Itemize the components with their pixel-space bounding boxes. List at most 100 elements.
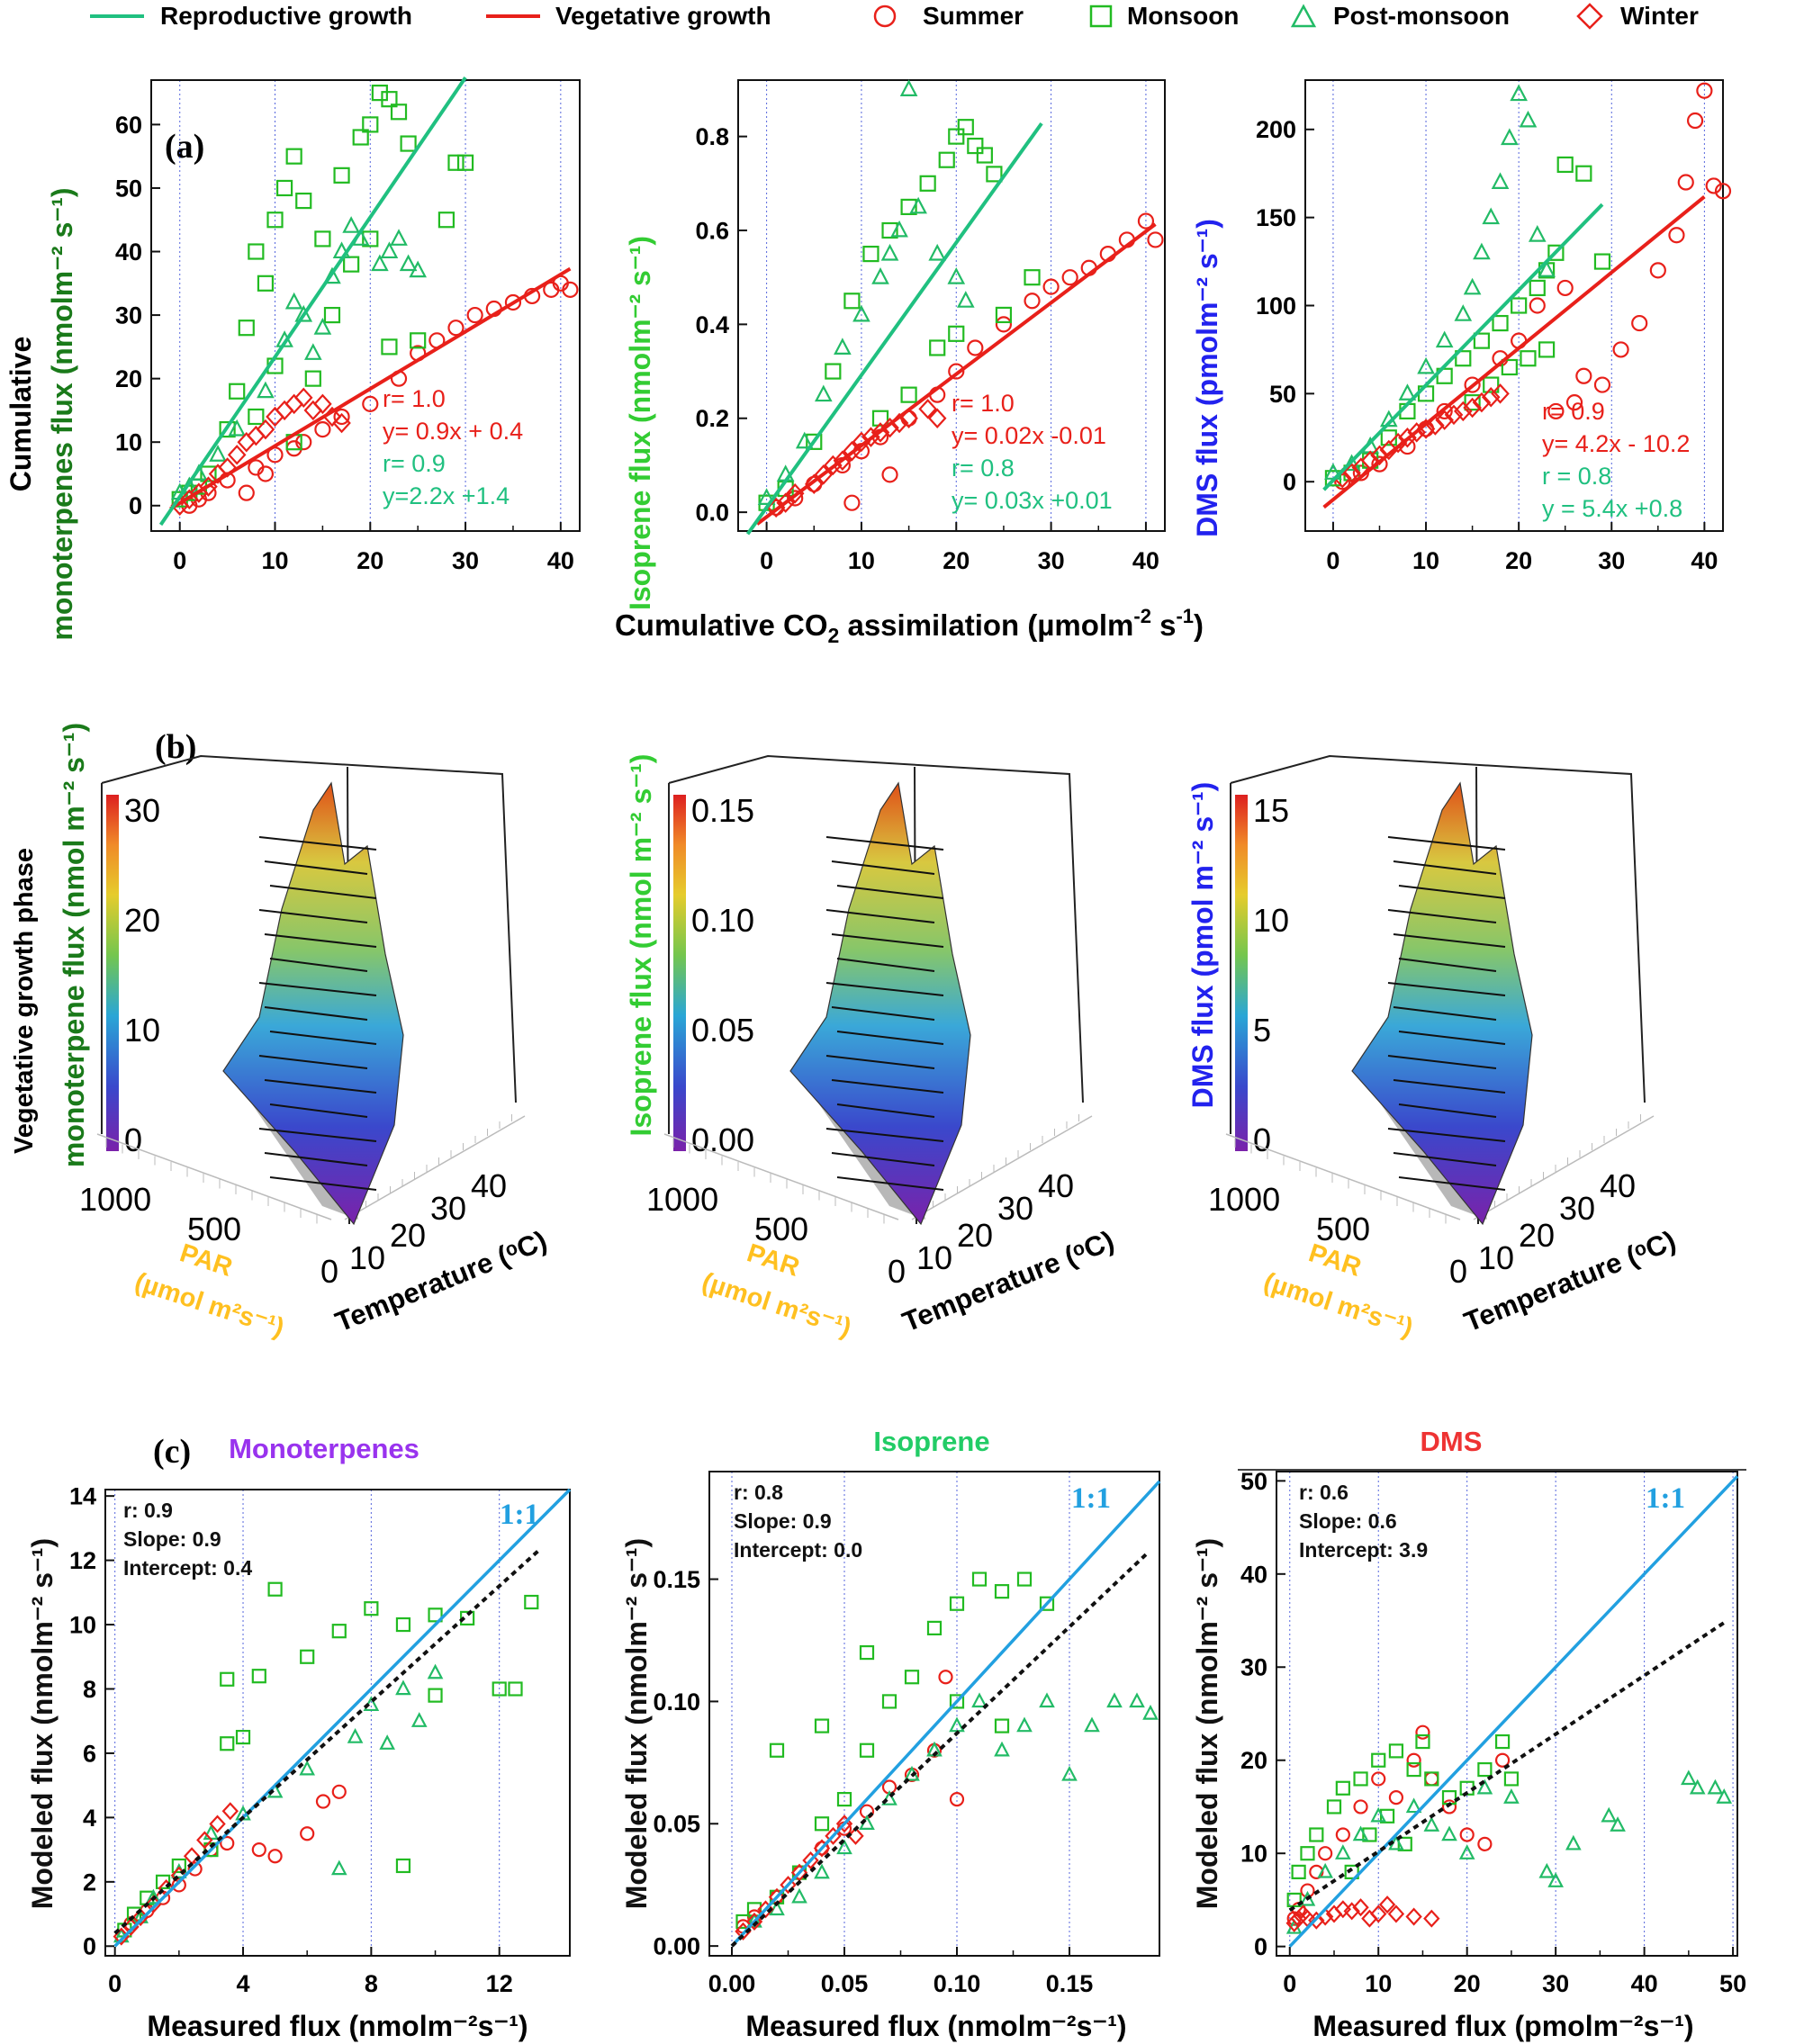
mesh-line <box>264 860 368 875</box>
data-point-winter <box>825 1826 842 1845</box>
data-point-post-monsoon <box>410 1712 428 1727</box>
colorbar-tick-label: 0.15 <box>691 792 754 829</box>
data-point-summer <box>938 1670 953 1685</box>
data-point-summer <box>1649 262 1666 279</box>
legend: Reproductive growth Vegetative growth Su… <box>90 2 1699 30</box>
data-point-post-monsoon <box>880 243 899 261</box>
surface-mesh <box>789 781 971 1226</box>
mesh-line <box>831 1152 935 1166</box>
par-tick-label: 1000 <box>1208 1181 1280 1218</box>
surface-mesh <box>1351 781 1533 1226</box>
data-point-monsoon <box>949 1596 965 1611</box>
data-point-post-monsoon <box>1370 1806 1387 1823</box>
data-point-post-monsoon <box>881 1790 897 1805</box>
mesh-line <box>836 1103 935 1118</box>
data-point-monsoon <box>1492 314 1509 332</box>
data-point-monsoon <box>735 1913 751 1930</box>
data-point-post-monsoon <box>1538 1862 1556 1878</box>
fit-line-dotted <box>113 1550 539 1935</box>
data-point-post-monsoon <box>1716 1788 1733 1804</box>
data-point-post-monsoon <box>890 220 908 238</box>
y-tick-label: 200 <box>1256 116 1296 143</box>
data-point-monsoon <box>1424 1771 1439 1787</box>
data-point-monsoon <box>814 1816 830 1832</box>
y-tick-label: 30 <box>1240 1654 1267 1681</box>
one-to-one-label: 1:1 <box>500 1499 539 1531</box>
colorbar-tick-label: 10 <box>1253 902 1289 939</box>
data-point-winter <box>221 1802 239 1821</box>
colorbar-tick-label: 0 <box>124 1121 142 1158</box>
data-point-monsoon <box>460 1610 475 1625</box>
mesh-line <box>825 836 944 851</box>
data-point-summer <box>466 306 483 324</box>
data-point-post-monsoon <box>284 292 303 310</box>
data-point-monsoon <box>995 306 1013 324</box>
data-point-monsoon <box>1455 350 1472 367</box>
plot-frame <box>737 79 1166 532</box>
data-point-monsoon <box>871 410 889 427</box>
data-point-winter <box>1405 1907 1422 1926</box>
data-point-summer <box>187 1861 203 1877</box>
y-tick-label: 40 <box>1240 1561 1267 1588</box>
data-point-post-monsoon <box>1510 84 1528 102</box>
data-point-summer <box>1529 297 1546 314</box>
data-point-summer <box>1441 1799 1457 1814</box>
fit-line-dotted <box>730 1551 1150 1948</box>
data-point-post-monsoon <box>209 445 227 462</box>
legend-triangle-icon <box>1290 4 1317 28</box>
y-tick-label: 40 <box>115 239 142 266</box>
data-point-post-monsoon <box>390 229 408 246</box>
data-point-monsoon <box>1024 269 1041 286</box>
data-point-monsoon <box>949 1694 965 1709</box>
data-point-post-monsoon <box>836 1839 852 1855</box>
ylabel-a1-text2: monoterpenes flux (nmolm⁻² s⁻¹) <box>46 187 78 640</box>
panel-label-a: (a) <box>165 128 204 166</box>
mesh-line <box>825 982 944 996</box>
mesh-line <box>1387 1055 1497 1069</box>
data-point-monsoon <box>428 1688 443 1703</box>
data-point-winter <box>209 1814 226 1833</box>
mesh-line <box>264 1006 368 1021</box>
data-point-post-monsoon <box>1681 1769 1697 1786</box>
data-point-winter <box>1352 1898 1369 1917</box>
data-point-winter <box>802 1851 819 1870</box>
legend-label-post-monsoon: Post-monsoon <box>1333 2 1510 30</box>
data-point-post-monsoon <box>1528 225 1547 242</box>
colorbar-tick-label: 5 <box>1253 1012 1271 1049</box>
stats-label: r: 0.6 <box>1299 1481 1348 1504</box>
data-point-monsoon <box>1371 1752 1386 1768</box>
colorbar <box>106 795 119 1151</box>
data-point-post-monsoon <box>994 1741 1010 1757</box>
fit-line-vegetative <box>755 222 1157 526</box>
data-point-summer <box>1714 183 1732 200</box>
legend-label-vegetative: Vegetative growth <box>555 2 771 30</box>
y-tick-label: 14 <box>69 1483 96 1510</box>
y-tick-label: 50 <box>115 175 142 202</box>
data-point-winter <box>745 1912 763 1931</box>
data-point-monsoon <box>248 408 265 426</box>
data-point-summer <box>881 466 898 483</box>
x-tick-label: 30 <box>1542 1970 1569 1997</box>
data-point-post-monsoon <box>1335 1844 1351 1859</box>
x-tick-label: 0.15 <box>1046 1970 1094 1997</box>
x-tick-label: 4 <box>237 1970 250 1997</box>
data-point-monsoon <box>437 212 456 229</box>
x-tick-label: 40 <box>1691 547 1718 574</box>
fit-line-vegetative <box>1322 195 1706 509</box>
data-point-monsoon <box>171 1858 186 1874</box>
x-tick-label: 10 <box>261 547 288 574</box>
data-point-monsoon <box>1501 358 1518 376</box>
data-point-post-monsoon <box>1601 1806 1618 1823</box>
data-point-winter <box>275 400 294 421</box>
mesh-line <box>1393 933 1506 948</box>
temp-tick-label: 20 <box>957 1217 993 1254</box>
data-point-summer <box>1464 376 1481 393</box>
data-point-monsoon <box>362 230 379 248</box>
data-point-monsoon <box>859 1644 875 1661</box>
colorbar-tick-label: 20 <box>124 902 160 939</box>
ylabel-a3: DMS flux (pmolm⁻² s⁻¹) <box>1191 219 1223 537</box>
data-point-post-monsoon <box>1417 356 1435 374</box>
data-point-monsoon <box>456 154 474 171</box>
data-point-winter <box>813 1839 831 1858</box>
data-point-post-monsoon <box>1547 1872 1564 1887</box>
